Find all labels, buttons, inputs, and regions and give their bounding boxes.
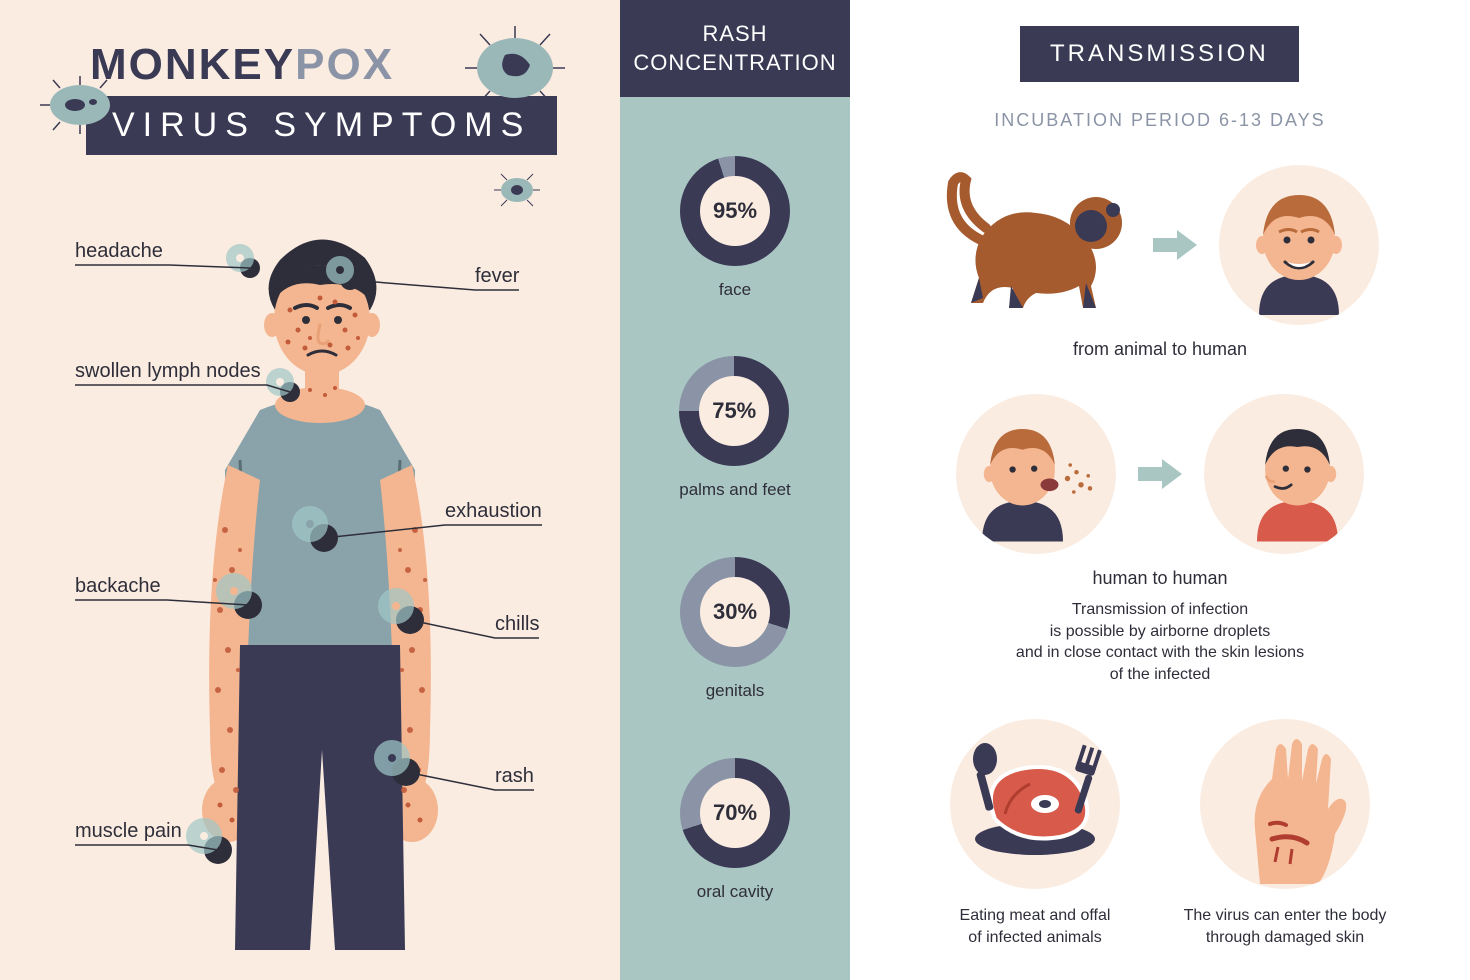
symptom-exhaustion: exhaustion [445,500,542,523]
hand-caption: The virus can enter the bodythrough dama… [1175,905,1395,948]
donut-face: 95% face [680,156,790,300]
arrow-icon [1153,230,1197,260]
row1-caption: from animal to human [910,339,1410,360]
marker-exhaustion [310,524,338,552]
row2-subtext: Transmission of infectionis possible by … [950,599,1370,685]
marker-headache [240,258,260,278]
marker-chills [396,606,424,634]
hand-icon [1200,719,1370,889]
symptoms-panel: MONKEYPOX VIRUS SYMPTOMS [0,0,620,980]
transmission-header: TRANSMISSION [1020,26,1299,82]
symptom-headache: headache [75,240,163,263]
marker-fever [340,270,360,290]
donut-oral-cavity: 70% oral cavity [680,758,790,902]
rash-concentration-panel: RASH CONCENTRATION 95% face 75% palms an… [620,0,850,980]
symptom-rash: rash [495,765,534,788]
transmission-row-human [910,394,1410,554]
virus-icon [460,20,570,115]
symptom-backache: backache [75,575,161,598]
marker-swollen-lymph-nodes [280,382,300,402]
virus-icon [490,165,545,215]
arrow-icon [1138,459,1182,489]
symptom-swollen-lymph-nodes: swollen lymph nodes [75,360,261,383]
monkey-icon [941,168,1131,323]
marker-backache [234,591,262,619]
row2-caption: human to human [910,568,1410,589]
transmission-panel: TRANSMISSION INCUBATION PERIOD 6-13 DAYS [850,0,1470,980]
title-part2: POX [295,40,394,89]
marker-muscle-pain [204,836,232,864]
virus-icon [35,70,125,140]
infected-face-bubble [956,394,1116,554]
hand-column: The virus can enter the bodythrough dama… [1175,719,1395,948]
donut-list: 95% face 75% palms and feet 30% genitals… [620,97,850,980]
transmission-row-animal [910,165,1410,325]
symptom-muscle-pain: muscle pain [75,820,182,843]
human-face-bubble [1219,165,1379,325]
meat-icon [950,719,1120,889]
rash-header-line2: CONCENTRATION [630,49,840,78]
meat-column: Eating meat and offalof infected animals [925,719,1145,948]
donut-genitals: 30% genitals [680,557,790,701]
rash-header-line1: RASH [630,20,840,49]
transmission-bottom-row: Eating meat and offalof infected animals… [910,719,1410,948]
symptom-fever: fever [475,265,519,288]
rash-header: RASH CONCENTRATION [620,0,850,97]
donut-palms-and-feet: 75% palms and feet [679,356,791,500]
marker-rash [392,758,420,786]
meat-caption: Eating meat and offalof infected animals [925,905,1145,948]
symptom-chills: chills [495,613,539,636]
healthy-face-bubble [1204,394,1364,554]
incubation-text: INCUBATION PERIOD 6-13 DAYS [910,110,1410,131]
